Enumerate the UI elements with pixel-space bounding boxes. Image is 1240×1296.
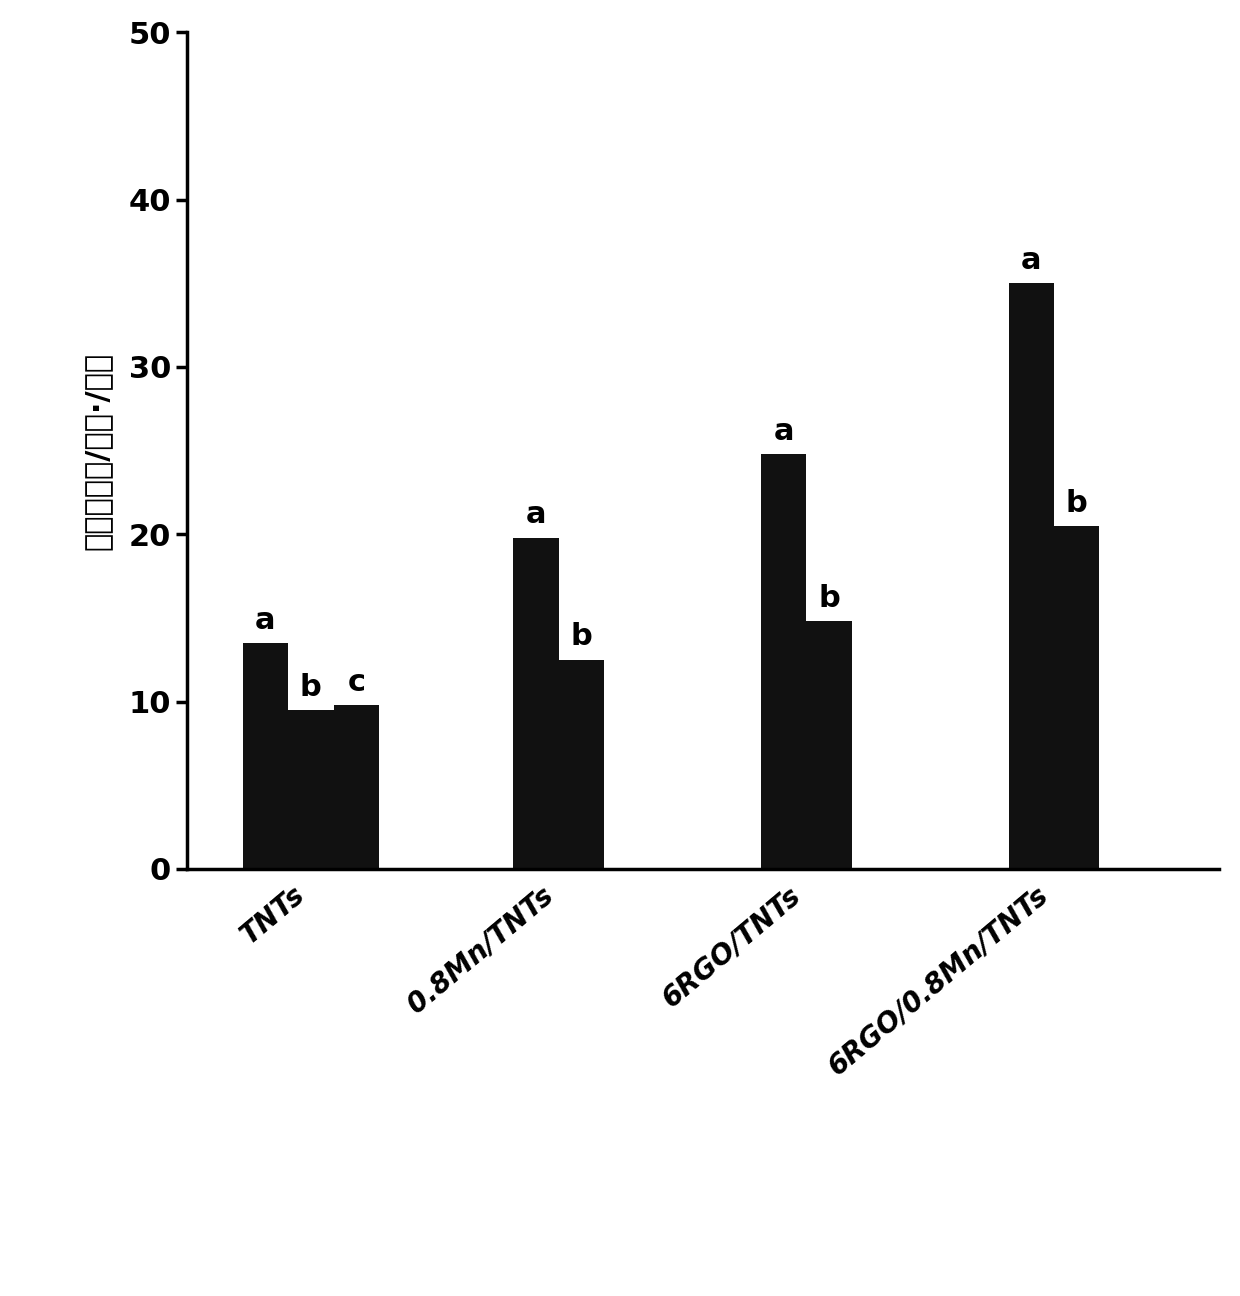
Bar xyxy=(761,454,806,868)
Text: a: a xyxy=(526,500,546,529)
Text: b: b xyxy=(300,673,321,701)
Bar xyxy=(334,705,379,868)
Text: a: a xyxy=(255,605,275,635)
Bar xyxy=(243,643,288,868)
Text: b: b xyxy=(570,622,593,652)
Text: b: b xyxy=(818,584,839,613)
Text: a: a xyxy=(1021,246,1042,275)
Bar xyxy=(288,710,334,868)
Bar xyxy=(1008,284,1054,868)
Bar xyxy=(513,538,558,868)
Y-axis label: 产量（毫克/升）·/小时: 产量（毫克/升）·/小时 xyxy=(83,351,112,550)
Bar xyxy=(806,621,852,868)
Bar xyxy=(558,660,604,868)
Text: c: c xyxy=(347,667,366,696)
Bar xyxy=(1054,526,1100,868)
Text: b: b xyxy=(1066,489,1087,517)
Text: a: a xyxy=(774,416,794,446)
